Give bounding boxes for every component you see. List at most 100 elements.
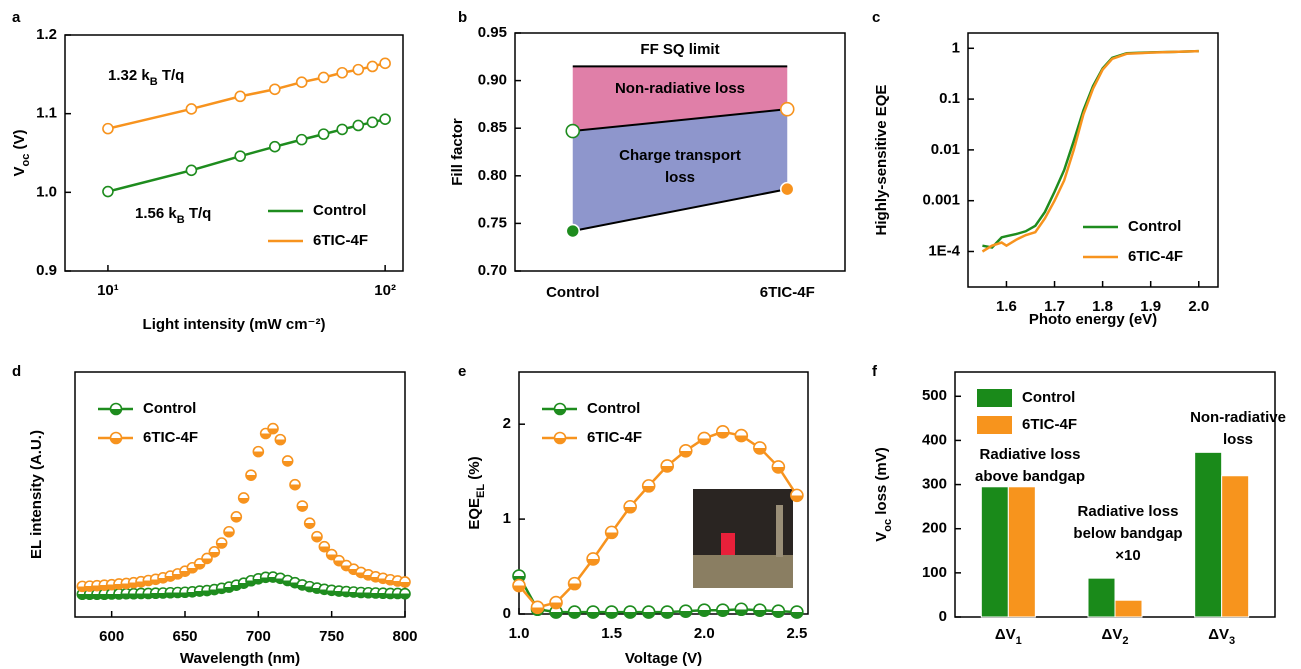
x-tick-label: 6TIC-4F bbox=[760, 284, 815, 301]
x-tick-label-part: ΔV bbox=[1208, 626, 1229, 643]
data-line bbox=[518, 430, 798, 609]
data-point bbox=[208, 546, 221, 558]
y-tick-label: 0.01 bbox=[931, 141, 960, 158]
y-tick-label: 0.75 bbox=[478, 214, 507, 231]
y-tick-label: 0.001 bbox=[922, 192, 960, 209]
legend-label: Control bbox=[587, 400, 640, 417]
data-point bbox=[678, 604, 693, 618]
annotation: Radiative loss bbox=[980, 446, 1081, 463]
data-point bbox=[641, 605, 656, 619]
y-tick-label: 0.90 bbox=[478, 72, 507, 89]
annotation: 1.32 kB T/q bbox=[108, 67, 184, 88]
inset-photo bbox=[693, 489, 793, 588]
y-tick-label: 1.2 bbox=[36, 26, 57, 43]
bar bbox=[1194, 451, 1223, 618]
y-tick-label: 1.1 bbox=[36, 105, 57, 122]
data-point bbox=[715, 603, 730, 618]
data-point bbox=[734, 602, 749, 617]
data-point bbox=[697, 431, 712, 446]
x-axis-title: Voltage (V) bbox=[625, 650, 702, 667]
data-point bbox=[318, 540, 331, 553]
y-axis-title: Voc loss (mV) bbox=[873, 447, 894, 542]
data-point bbox=[715, 424, 730, 439]
data-point bbox=[317, 128, 330, 140]
bar bbox=[980, 486, 1009, 618]
x-tick-label-part: 1 bbox=[1016, 635, 1022, 647]
data-point bbox=[352, 119, 365, 132]
data-point bbox=[185, 103, 198, 115]
y-axis-title: Fill factor bbox=[449, 118, 466, 186]
x-tick-label-part: 3 bbox=[1229, 635, 1235, 647]
data-point bbox=[399, 576, 411, 588]
legend-marker bbox=[109, 402, 123, 416]
data-point bbox=[230, 510, 243, 523]
annotation: below bandgap bbox=[1073, 525, 1182, 542]
y-tick-label: 400 bbox=[922, 431, 947, 448]
x-tick-label: 1.0 bbox=[509, 625, 530, 642]
y-tick-label: 0.95 bbox=[478, 24, 507, 41]
x-tick-label: 1.5 bbox=[601, 625, 622, 642]
plot-frame bbox=[64, 34, 404, 272]
x-tick-label: 700 bbox=[246, 628, 271, 645]
annotation: Radiative loss bbox=[1078, 503, 1179, 520]
x-tick-label-part: 2 bbox=[1122, 635, 1128, 647]
legend-label: 6TIC-4F bbox=[1128, 248, 1183, 265]
legend-label: 6TIC-4F bbox=[587, 429, 642, 446]
x-axis-title: Wavelength (nm) bbox=[180, 650, 300, 667]
x-tick-label: Control bbox=[546, 284, 599, 301]
panel-letter: d bbox=[12, 363, 21, 380]
y-tick-label: 200 bbox=[922, 520, 947, 537]
annotation-part: T/q bbox=[158, 67, 185, 84]
inset-device bbox=[693, 555, 793, 588]
legend-marker bbox=[553, 431, 567, 445]
bar bbox=[1087, 577, 1116, 618]
data-line bbox=[572, 188, 788, 232]
legend-label: Control bbox=[1022, 389, 1075, 406]
data-point bbox=[201, 552, 213, 565]
data-point bbox=[215, 537, 228, 549]
data-line bbox=[981, 49, 1199, 253]
data-point bbox=[697, 603, 712, 618]
y-tick-label: 1 bbox=[952, 39, 960, 56]
annotation-part: B bbox=[177, 214, 185, 226]
data-point bbox=[185, 164, 198, 177]
y-axis-title-part: oc bbox=[20, 154, 32, 167]
x-tick-label: 10¹ bbox=[97, 282, 119, 299]
data-point bbox=[641, 479, 656, 493]
annotation: Non-radiative bbox=[1190, 409, 1286, 426]
x-axis-title: Light intensity (mW cm⁻²) bbox=[143, 316, 326, 333]
y-axis-title-part: V bbox=[873, 532, 890, 542]
data-point bbox=[753, 603, 767, 618]
y-axis-title: EL intensity (A.U.) bbox=[28, 430, 45, 559]
panel-letter: e bbox=[458, 363, 466, 380]
x-tick-label: 750 bbox=[319, 628, 344, 645]
y-tick-label: 300 bbox=[922, 476, 947, 493]
data-point bbox=[586, 552, 600, 566]
data-line bbox=[107, 117, 386, 193]
panel-letter: a bbox=[12, 9, 21, 26]
panel-letter: b bbox=[458, 9, 467, 26]
panel-letter: c bbox=[872, 9, 880, 26]
data-point bbox=[336, 123, 348, 136]
data-point bbox=[771, 460, 786, 474]
annotation-part: 1.56 k bbox=[135, 205, 177, 222]
data-point bbox=[734, 428, 749, 443]
y-tick-label: 1E-4 bbox=[928, 242, 960, 259]
data-point bbox=[223, 525, 235, 538]
legend-marker bbox=[109, 431, 123, 445]
data-point bbox=[567, 605, 582, 619]
annotation: above bandgap bbox=[975, 468, 1085, 485]
y-tick-label: 100 bbox=[922, 564, 947, 581]
data-point bbox=[234, 90, 246, 103]
legend-swatch bbox=[977, 416, 1012, 434]
x-tick-label: 1.9 bbox=[1140, 298, 1161, 315]
legend-label: Control bbox=[313, 202, 366, 219]
x-tick-label: 600 bbox=[99, 628, 124, 645]
x-tick-label: ΔV3 bbox=[1208, 626, 1235, 647]
y-tick-label: 0.1 bbox=[939, 90, 960, 107]
data-point bbox=[567, 576, 582, 591]
annotation: FF SQ limit bbox=[640, 41, 719, 58]
x-tick-label-part: ΔV bbox=[995, 626, 1016, 643]
x-tick-label: 2.0 bbox=[694, 625, 715, 642]
